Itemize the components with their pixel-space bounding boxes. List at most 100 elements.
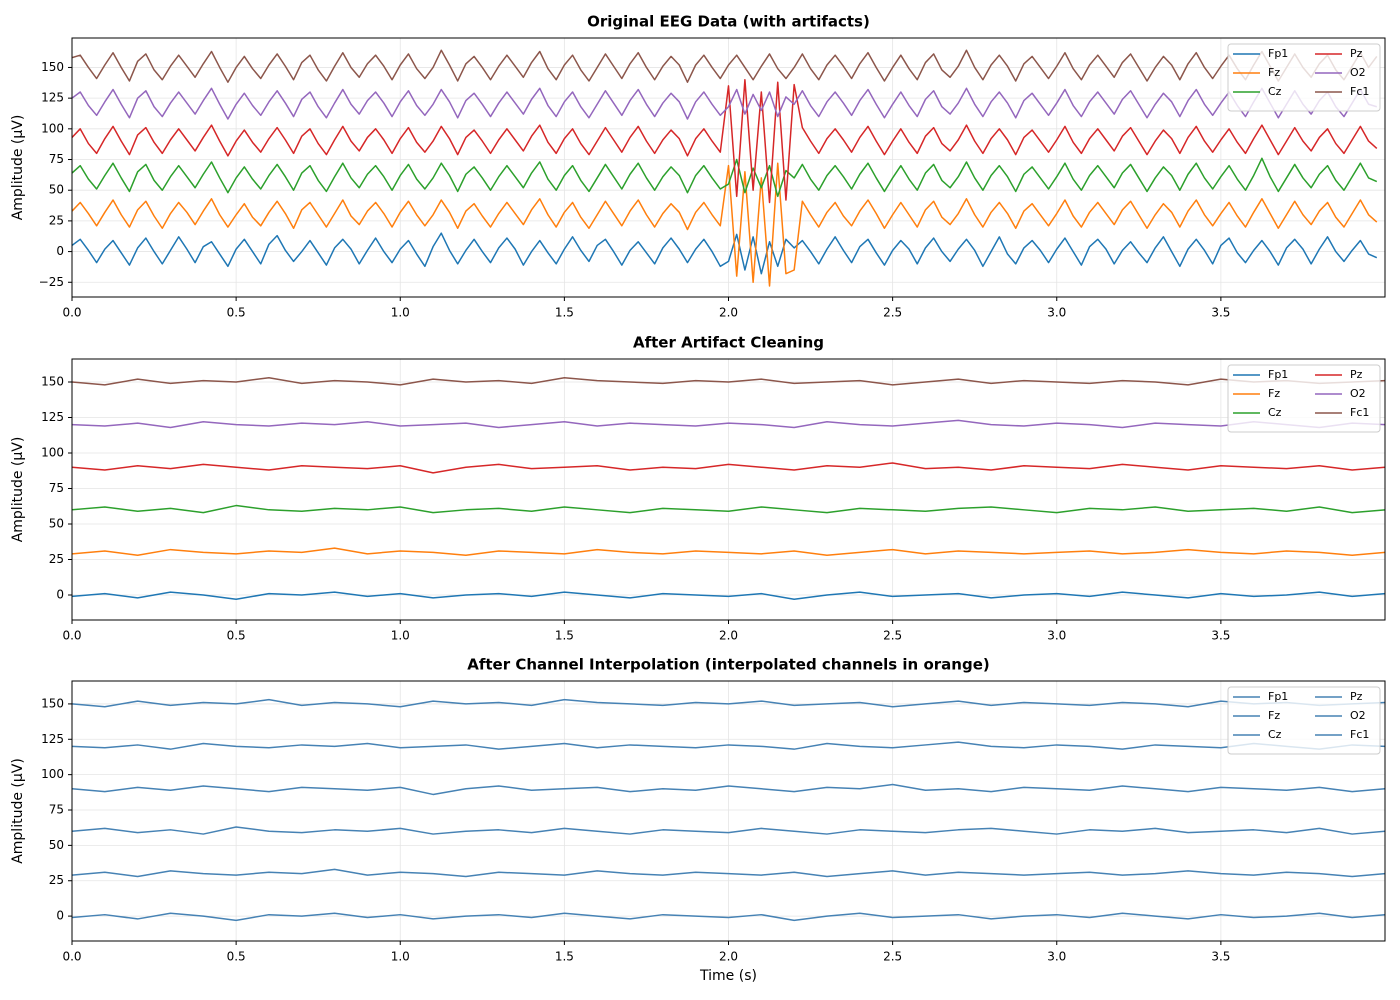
y-tick-label: 100 [41,446,64,460]
legend-label: Pz [1350,690,1363,703]
y-tick-label: 125 [41,732,64,746]
series-line [72,912,1385,922]
x-tick-label: 3.5 [1211,629,1230,643]
panel: 0.0 0.5 1.0 1.5 2.0 2.5 3.0 3.5 0 25 50 75 100 125 150… [10,656,1386,984]
x-tick-label: 2.5 [883,950,902,964]
series-line [72,157,1378,198]
y-tick-label: 50 [49,183,64,197]
series-line [72,419,1385,429]
x-tick-label: 2.5 [883,306,902,320]
chart-title: After Channel Interpolation (interpolate… [467,656,989,674]
chart-title: Original EEG Data (with artifacts) [587,13,870,31]
x-tick-label: 0.0 [62,629,81,643]
legend-label: Fp1 [1268,47,1288,60]
series-line [72,87,1378,120]
legend-label: Fc1 [1350,406,1369,419]
y-tick-label: 100 [41,121,64,135]
x-tick-label: 2.0 [719,950,738,964]
legend-box [1227,364,1381,433]
legend-label: Fc1 [1350,85,1369,98]
y-tick-label: 75 [49,152,64,166]
y-tick-label: 75 [49,481,64,495]
x-tick-label: 0.0 [62,306,81,320]
series-line [72,698,1385,708]
x-tick-label: 2.0 [719,306,738,320]
x-tick-label: 0.5 [227,629,246,643]
y-tick-label: 0 [56,588,64,602]
legend-label: Pz [1350,368,1363,381]
y-tick-label: 25 [49,873,64,887]
x-axis-label: Time (s) [699,968,757,984]
y-tick-label: 50 [49,838,64,852]
y-tick-label: 150 [41,696,64,710]
chart-title: After Artifact Cleaning [633,334,824,352]
x-tick-label: 1.0 [391,306,410,320]
legend-label: Fz [1268,709,1280,722]
legend-box [1227,43,1381,112]
series-line [72,504,1385,514]
y-tick-label: 50 [49,517,64,531]
y-tick-label: 25 [49,213,64,227]
x-tick-label: 3.0 [1047,629,1066,643]
x-tick-label: 3.0 [1047,950,1066,964]
x-tick-label: 2.5 [883,629,902,643]
series-line [72,462,1385,474]
series-line [72,162,1378,287]
legend-label: O2 [1350,66,1366,79]
y-tick-label: 150 [41,60,64,74]
series-line [72,783,1385,796]
panel: 0.0 0.5 1.0 1.5 2.0 2.5 3.0 3.5 0 25 50 75 100 125 150… [10,334,1386,643]
legend-label: Fp1 [1268,368,1288,381]
x-tick-label: 1.5 [555,629,574,643]
series-line [72,868,1385,878]
x-tick-label: 1.5 [555,306,574,320]
x-tick-label: 0.5 [227,306,246,320]
x-tick-label: 0.5 [227,950,246,964]
panel: 0.0 0.5 1.0 1.5 2.0 2.5 3.0 3.5 −25 0 25 50 75 100 125… [10,13,1386,320]
legend-box [1227,686,1381,755]
series-line [72,741,1385,750]
y-tick-label: −25 [39,275,64,289]
series-line [72,591,1385,601]
x-tick-label: 1.0 [391,629,410,643]
x-tick-label: 3.5 [1211,950,1230,964]
legend-label: Cz [1268,85,1282,98]
x-tick-label: 1.5 [555,950,574,964]
y-tick-label: 125 [41,410,64,424]
legend-label: Cz [1268,728,1282,741]
legend-label: Fz [1268,66,1280,79]
y-tick-label: 100 [41,767,64,781]
legend-label: Pz [1350,47,1363,60]
y-tick-label: 150 [41,375,64,389]
series-line [72,49,1378,83]
y-tick-label: 0 [56,909,64,923]
legend-label: Fc1 [1350,728,1369,741]
y-tick-label: 0 [56,244,64,258]
axes-frame [71,37,1386,298]
legend-label: Cz [1268,406,1282,419]
series-line [72,826,1385,835]
legend-label: O2 [1350,387,1366,400]
x-tick-label: 3.5 [1211,306,1230,320]
x-tick-label: 1.0 [391,950,410,964]
series-line [72,78,1378,204]
axes-frame [71,680,1386,942]
y-tick-label: 125 [41,91,64,105]
y-axis-label: Amplitude (µV) [10,437,26,543]
legend-label: Fp1 [1268,690,1288,703]
y-tick-label: 25 [49,552,64,566]
series-line [72,232,1378,275]
x-tick-label: 2.0 [719,629,738,643]
x-tick-label: 3.0 [1047,306,1066,320]
series-line [72,376,1385,386]
y-tick-label: 75 [49,803,64,817]
axes-frame [71,358,1386,621]
y-axis-label: Amplitude (µV) [10,115,26,221]
legend-label: Fz [1268,387,1280,400]
legend-label: O2 [1350,709,1366,722]
x-tick-label: 0.0 [62,950,81,964]
y-axis-label: Amplitude (µV) [10,758,26,864]
series-line [72,547,1385,556]
